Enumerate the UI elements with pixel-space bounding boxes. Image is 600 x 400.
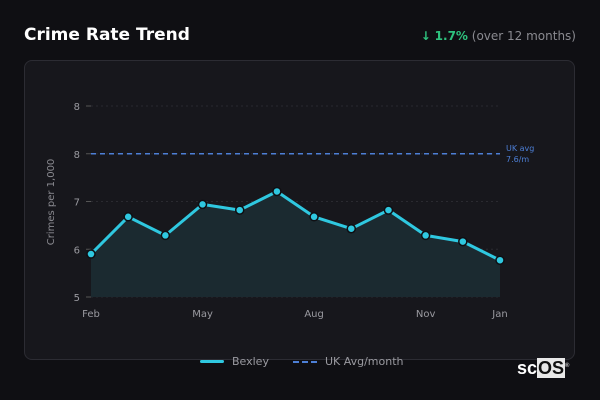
data-point xyxy=(197,199,208,210)
y-tick-label: 5 xyxy=(74,293,80,304)
data-point xyxy=(346,223,357,234)
data-point xyxy=(383,205,394,215)
data-point xyxy=(309,212,319,222)
y-axis-label: Crimes per 1,000 xyxy=(46,159,57,246)
legend-item-bexley[interactable]: Bexley xyxy=(200,355,269,368)
scos-logo: scOS® xyxy=(517,358,570,378)
legend-label: Bexley xyxy=(232,355,269,368)
series-line-bexley xyxy=(89,189,501,262)
change-period: (over 12 months) xyxy=(471,29,576,43)
y-tick-label: 7 xyxy=(74,198,80,209)
data-point xyxy=(123,212,133,222)
legend-label: UK Avg/month xyxy=(324,355,404,368)
data-point xyxy=(272,186,282,197)
chart-title: Crime Rate Trend xyxy=(24,25,190,45)
data-point xyxy=(458,236,468,247)
data-point xyxy=(420,230,431,241)
x-tick-label: Feb xyxy=(82,309,100,320)
x-tick-label: Aug xyxy=(304,309,324,320)
trend-change: ↓ 1.7% (over 12 months) xyxy=(421,29,576,43)
uk-average-value: 7.6/m xyxy=(506,155,529,164)
y-tick-label: 8 xyxy=(74,102,80,113)
legend-swatch-solid xyxy=(200,360,224,363)
data-point xyxy=(495,255,505,265)
data-point xyxy=(160,230,171,241)
x-tick-label: May xyxy=(192,309,213,320)
x-tick-label: Nov xyxy=(416,309,436,320)
x-tick-label: Jan xyxy=(491,309,507,320)
y-tick-label: 6 xyxy=(74,245,80,256)
legend-swatch-dashed xyxy=(292,360,317,363)
data-point xyxy=(234,205,245,215)
change-percent: 1.7% xyxy=(434,29,468,43)
data-point xyxy=(86,249,96,259)
legend-item-uk-avg[interactable]: UK Avg/month xyxy=(292,355,404,368)
legend: Bexley UK Avg/month xyxy=(200,355,404,368)
y-tick-label: 8 xyxy=(74,150,80,161)
uk-average-label: UK avg xyxy=(506,144,534,153)
trend-arrow-icon: ↓ xyxy=(420,29,431,43)
area-fill xyxy=(91,191,500,297)
